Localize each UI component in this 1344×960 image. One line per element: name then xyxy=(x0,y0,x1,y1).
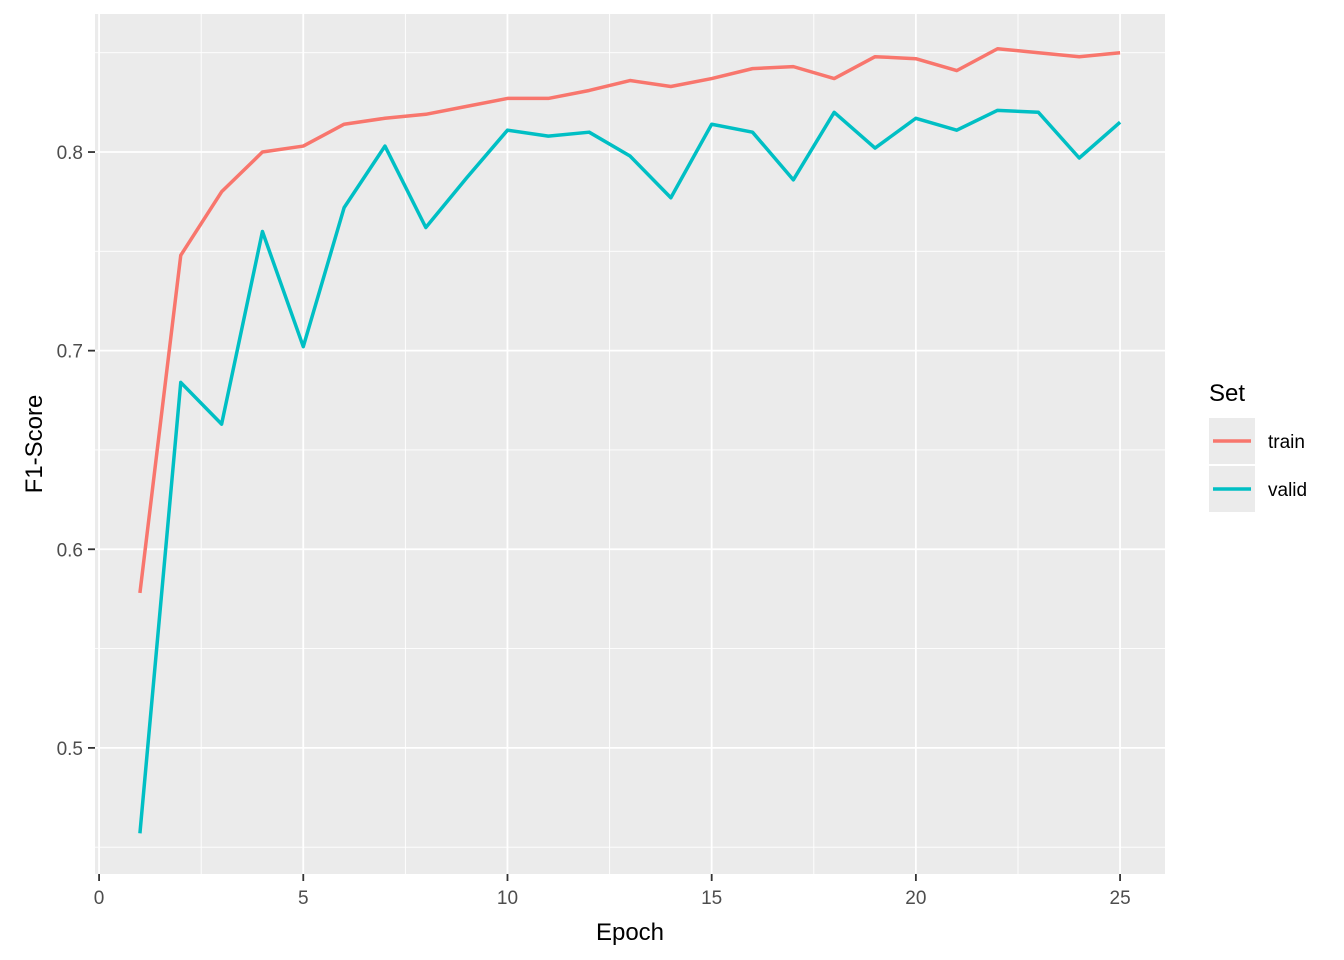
x-axis: 0 5 10 15 20 25 xyxy=(94,874,1131,909)
y-tick-label: 0.5 xyxy=(57,739,83,760)
x-tick-label: 10 xyxy=(497,888,518,909)
x-axis-title: Epoch xyxy=(596,919,664,946)
series-line-train xyxy=(138,47,1121,594)
series-line-valid xyxy=(138,108,1122,834)
x-tick-label: 20 xyxy=(905,888,926,909)
grid-major xyxy=(95,14,1165,874)
legend-label-train: train xyxy=(1268,432,1305,453)
legend: Set train valid xyxy=(1209,380,1307,512)
y-axis-title: F1-Score xyxy=(21,395,48,494)
y-tick-label: 0.8 xyxy=(57,143,83,164)
x-tick-label: 0 xyxy=(94,888,105,909)
legend-label-valid: valid xyxy=(1268,480,1307,501)
x-tick-label: 25 xyxy=(1110,888,1131,909)
y-axis: 0.5 0.6 0.7 0.8 xyxy=(57,143,95,760)
plot-panel xyxy=(95,14,1165,874)
x-tick-label: 15 xyxy=(701,888,722,909)
x-tick-label: 5 xyxy=(298,888,309,909)
y-tick-label: 0.6 xyxy=(57,540,83,561)
y-tick-label: 0.7 xyxy=(57,342,83,363)
series-lines xyxy=(138,47,1122,834)
legend-title: Set xyxy=(1209,380,1245,407)
